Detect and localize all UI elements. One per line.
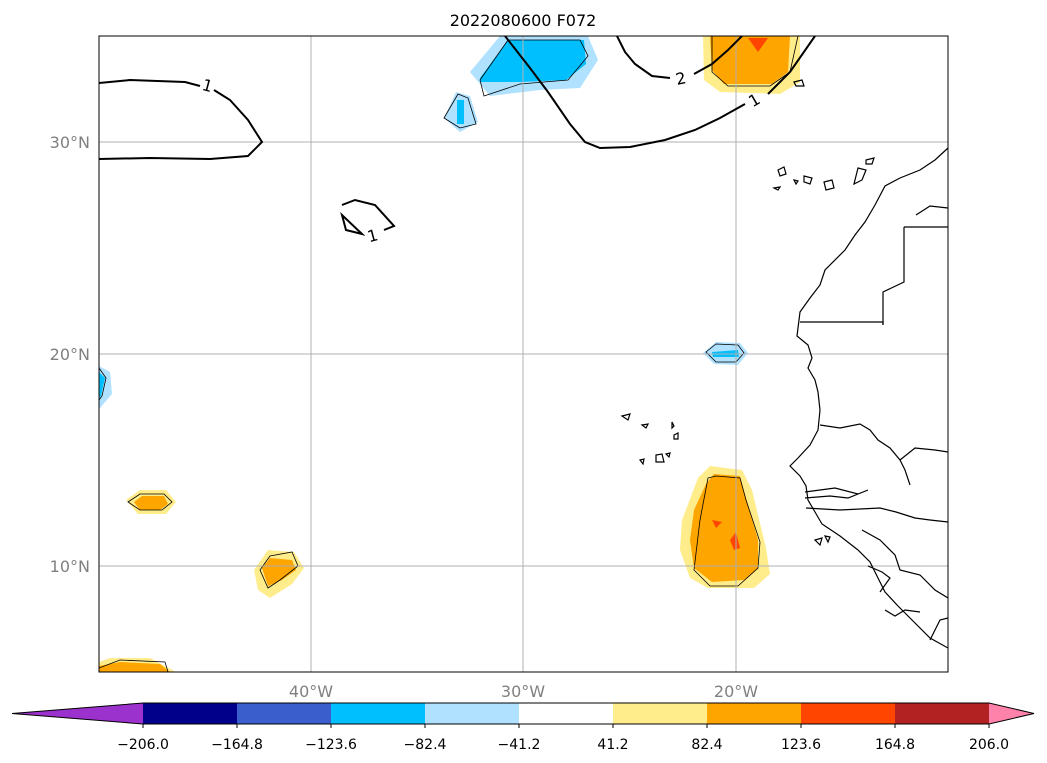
colorbar-segment	[519, 703, 614, 724]
lon-tick-label: 40°W	[289, 682, 333, 701]
colorbar-tick-label: −82.4	[404, 737, 447, 753]
colorbar-segment	[613, 703, 708, 724]
contour-label: 2	[674, 68, 688, 89]
colorbar-segment	[237, 703, 332, 724]
colorbar-segment	[895, 703, 990, 724]
axes-frame	[98, 35, 949, 673]
colorbar-extend-max	[989, 703, 1034, 724]
colorbar-segment	[143, 703, 238, 724]
lat-tick-label: 10°N	[50, 557, 90, 576]
colorbar-tick-label: 206.0	[969, 737, 1009, 753]
islands	[620, 79, 875, 547]
contour-label: 1	[200, 75, 215, 96]
colorbar-tick-label: −41.2	[498, 737, 541, 753]
colorbar-tick-label: −164.8	[211, 737, 263, 753]
colorbar-segment	[425, 703, 520, 724]
coastlines	[789, 147, 948, 649]
lat-tick-label: 30°N	[50, 133, 90, 152]
lon-tick-label: 30°W	[501, 682, 545, 701]
graticule	[99, 36, 948, 672]
colorbar-tick-label: 123.6	[781, 737, 821, 753]
colorbar-tick-label: −123.6	[305, 737, 357, 753]
colorbar-tick-label: 164.8	[875, 737, 915, 753]
contour-lines	[99, 36, 816, 236]
colorbar-tick-label: −206.0	[117, 737, 169, 753]
lat-tick-label: 20°N	[50, 345, 90, 364]
colorbar-segment	[331, 703, 426, 724]
colorbar-extend-min	[12, 703, 143, 724]
lon-tick-label: 20°W	[714, 682, 758, 701]
colorbar-tick-label: 82.4	[691, 737, 722, 753]
colorbar-tick-label: 41.2	[597, 737, 628, 753]
colorbar: −206.0 −164.8 −123.6 −82.4 −41.2 41.2 82.4 123.…	[11, 702, 1035, 753]
field-outlines	[99, 36, 799, 672]
map-area: 1 2 1 1	[99, 36, 948, 672]
contour-label: 1	[365, 225, 380, 246]
colorbar-segment	[801, 703, 896, 724]
figure-title: 2022080600 F072	[450, 11, 597, 30]
negative-anomaly-fields	[99, 36, 748, 408]
colorbar-segment	[707, 703, 802, 724]
